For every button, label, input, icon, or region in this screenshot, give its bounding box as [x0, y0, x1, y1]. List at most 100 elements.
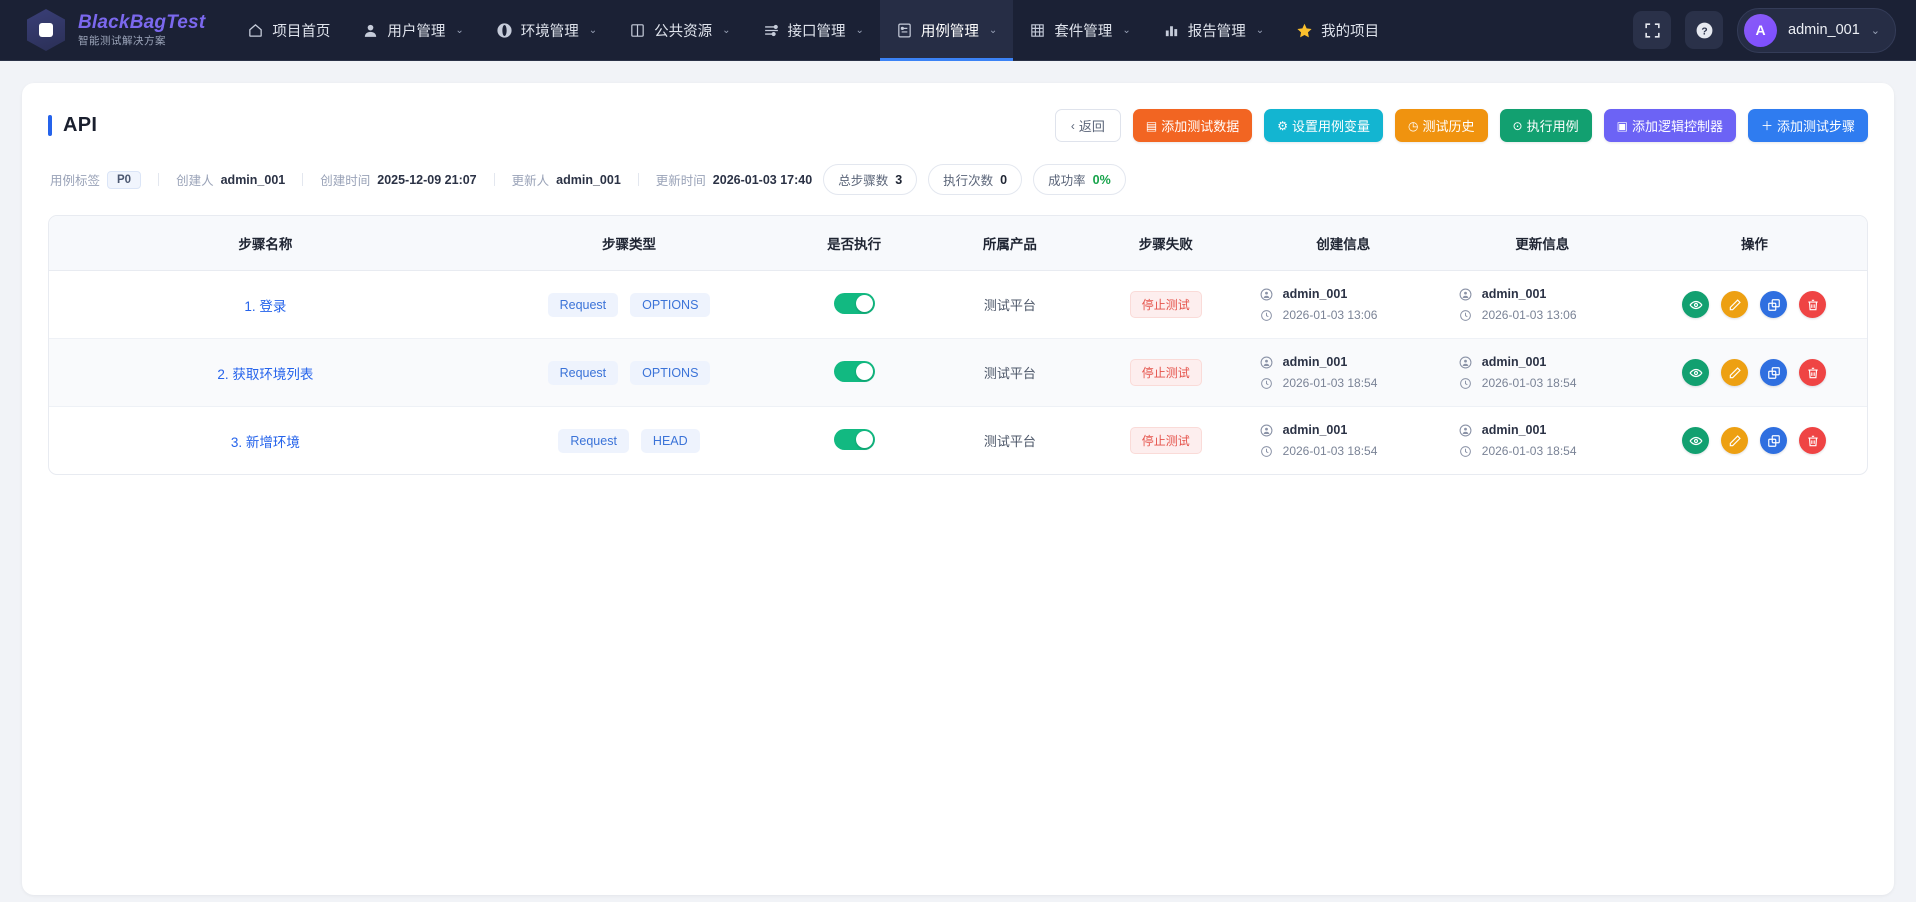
meta-value: 2025-12-09 21:07 — [377, 172, 477, 187]
edit-step-button[interactable] — [1721, 359, 1749, 386]
col-update-info: 更新信息 — [1442, 216, 1642, 271]
product-name: 测试平台 — [983, 298, 1036, 313]
chevron-down-icon: ⌄ — [1122, 24, 1131, 36]
table-row: 1. 登录 Request OPTIONS 测试平台 — [49, 270, 1867, 339]
step-name-link[interactable]: 3. 新增环境 — [230, 434, 300, 450]
table-head: 步骤名称 步骤类型 是否执行 所属产品 步骤失败 创建信息 更新信息 操作 — [49, 216, 1867, 271]
nav-item-case-management[interactable]: 用例管理 ⌄ — [879, 0, 1014, 61]
nav-label: 用户管理 — [387, 23, 446, 40]
user-icon — [362, 22, 379, 39]
cell-step-type: Request OPTIONS — [481, 270, 777, 339]
plus-icon: ＋ — [1760, 118, 1773, 133]
cell-step-type: Request OPTIONS — [481, 338, 777, 407]
brand-logo-block[interactable]: BlackBagTest 智能测试解决方案 — [26, 8, 205, 52]
back-button[interactable]: ‹ 返回 — [1054, 109, 1121, 142]
edit-step-button[interactable] — [1721, 427, 1749, 454]
nav-label: 项目首页 — [272, 23, 331, 40]
stat-chip-total-steps: 总步骤数 3 — [823, 164, 918, 195]
eye-icon — [1689, 436, 1703, 445]
nav-item-report-management[interactable]: 报告管理 ⌄ — [1147, 0, 1280, 61]
nav-label: 接口管理 — [787, 23, 846, 40]
play-circle-icon: ⊙ — [1512, 118, 1523, 133]
step-name-link[interactable]: 2. 获取环境列表 — [217, 366, 314, 382]
cell-update-info: admin_001 2026-01-03 18:54 — [1443, 407, 1642, 475]
nav-item-public-resources[interactable]: 公共资源 ⌄ — [613, 0, 746, 61]
meta-value: admin_001 — [220, 172, 286, 187]
meta-label: 更新人 — [511, 174, 550, 188]
nav-label: 报告管理 — [1187, 23, 1246, 40]
cell-step-name: 2. 获取环境列表 — [49, 338, 482, 407]
nav-item-suite-management[interactable]: 套件管理 ⌄ — [1013, 0, 1146, 61]
clock-icon — [1459, 309, 1471, 321]
delete-step-button[interactable] — [1799, 359, 1827, 386]
on-failure-badge: 停止测试 — [1129, 427, 1202, 454]
bar-chart-icon — [1163, 22, 1180, 39]
svg-text:?: ? — [1701, 26, 1707, 37]
avatar: A — [1744, 13, 1778, 47]
file-plus-icon: ▤ — [1145, 118, 1158, 133]
type-tag: Request — [558, 428, 629, 453]
add-test-data-button[interactable]: ▤ 添加测试数据 — [1132, 109, 1253, 142]
chevron-down-icon: ⌄ — [1255, 24, 1265, 36]
nav-item-my-project[interactable]: 我的项目 — [1280, 0, 1395, 61]
copy-icon — [1768, 298, 1780, 311]
enable-step-toggle[interactable] — [833, 292, 875, 314]
fullscreen-icon[interactable] — [1633, 11, 1672, 49]
view-step-button[interactable] — [1682, 359, 1710, 386]
set-case-variables-button[interactable]: ⚙ 设置用例变量 — [1264, 109, 1384, 142]
execute-case-button[interactable]: ⊙ 执行用例 — [1499, 109, 1592, 142]
edit-step-button[interactable] — [1721, 291, 1749, 318]
updated-by: admin_001 — [1481, 423, 1547, 437]
book-icon — [629, 22, 646, 39]
created-by: admin_001 — [1282, 355, 1348, 369]
top-navigation-bar: BlackBagTest 智能测试解决方案 项目首页 用户管理 ⌄ 环境管理 ⌄ — [0, 0, 1916, 61]
meta-value: admin_001 — [556, 172, 621, 187]
user-icon — [1459, 288, 1472, 300]
chip-value: 0 — [1000, 172, 1008, 187]
help-circle-icon[interactable]: ? — [1685, 11, 1724, 49]
cell-create-info: admin_001 2026-01-03 18:54 — [1244, 407, 1443, 475]
nav-label: 用例管理 — [920, 23, 979, 40]
enable-step-toggle[interactable] — [833, 360, 875, 382]
col-on-failure: 步骤失败 — [1087, 216, 1244, 271]
step-name-link[interactable]: 1. 登录 — [244, 298, 287, 314]
test-history-button[interactable]: ◷ 测试历史 — [1395, 109, 1488, 142]
method-tag: OPTIONS — [630, 292, 711, 317]
cell-update-info: admin_001 2026-01-03 18:54 — [1442, 338, 1642, 407]
nav-item-interface-management[interactable]: 接口管理 ⌄ — [747, 0, 880, 61]
user-icon — [1260, 356, 1273, 368]
nav-item-project-home[interactable]: 项目首页 — [231, 0, 346, 61]
col-create-info: 创建信息 — [1243, 216, 1443, 271]
eye-icon — [1689, 300, 1703, 309]
logic-node-icon: ▣ — [1616, 118, 1628, 133]
add-test-step-button[interactable]: ＋ 添加测试步骤 — [1747, 109, 1868, 142]
copy-step-button[interactable] — [1760, 291, 1788, 318]
delete-step-button[interactable] — [1799, 291, 1827, 318]
created-by: admin_001 — [1282, 423, 1348, 437]
stat-chip-success-rate: 成功率 0% — [1033, 164, 1126, 195]
chip-value: 0% — [1092, 172, 1111, 187]
chip-value: 3 — [895, 172, 903, 187]
user-menu[interactable]: A admin_001 ⌄ — [1737, 7, 1896, 53]
copy-step-button[interactable] — [1760, 359, 1788, 386]
table-row: 2. 获取环境列表 Request OPTIONS 测试平台 — [49, 338, 1867, 407]
add-logic-controller-button[interactable]: ▣ 添加逻辑控制器 — [1603, 109, 1736, 142]
nav-right-actions: ? A admin_001 ⌄ — [1633, 7, 1896, 53]
product-name: 测试平台 — [983, 434, 1036, 449]
nav-item-user-management[interactable]: 用户管理 ⌄ — [346, 0, 479, 61]
copy-step-button[interactable] — [1760, 427, 1788, 454]
view-step-button[interactable] — [1682, 291, 1710, 318]
cell-update-info: admin_001 2026-01-03 13:06 — [1442, 270, 1642, 339]
delete-step-button[interactable] — [1799, 427, 1827, 454]
view-step-button[interactable] — [1682, 427, 1710, 454]
page-title-block: API — [48, 114, 97, 137]
enable-step-toggle[interactable] — [833, 428, 875, 450]
steps-table: 步骤名称 步骤类型 是否执行 所属产品 步骤失败 创建信息 更新信息 操作 1.… — [49, 216, 1867, 474]
updated-at: 2026-01-03 18:54 — [1481, 444, 1577, 458]
page-container: API ‹ 返回 ▤ 添加测试数据 ⚙ 设置用例变量 ◷ 测试历史 ⊙ 执行用例 — [22, 83, 1894, 895]
case-icon — [896, 22, 913, 39]
steps-table-container: 步骤名称 步骤类型 是否执行 所属产品 步骤失败 创建信息 更新信息 操作 1.… — [48, 215, 1868, 475]
user-icon — [1260, 288, 1273, 300]
nav-item-environment-management[interactable]: 环境管理 ⌄ — [480, 0, 613, 61]
type-tag: Request — [547, 292, 619, 317]
